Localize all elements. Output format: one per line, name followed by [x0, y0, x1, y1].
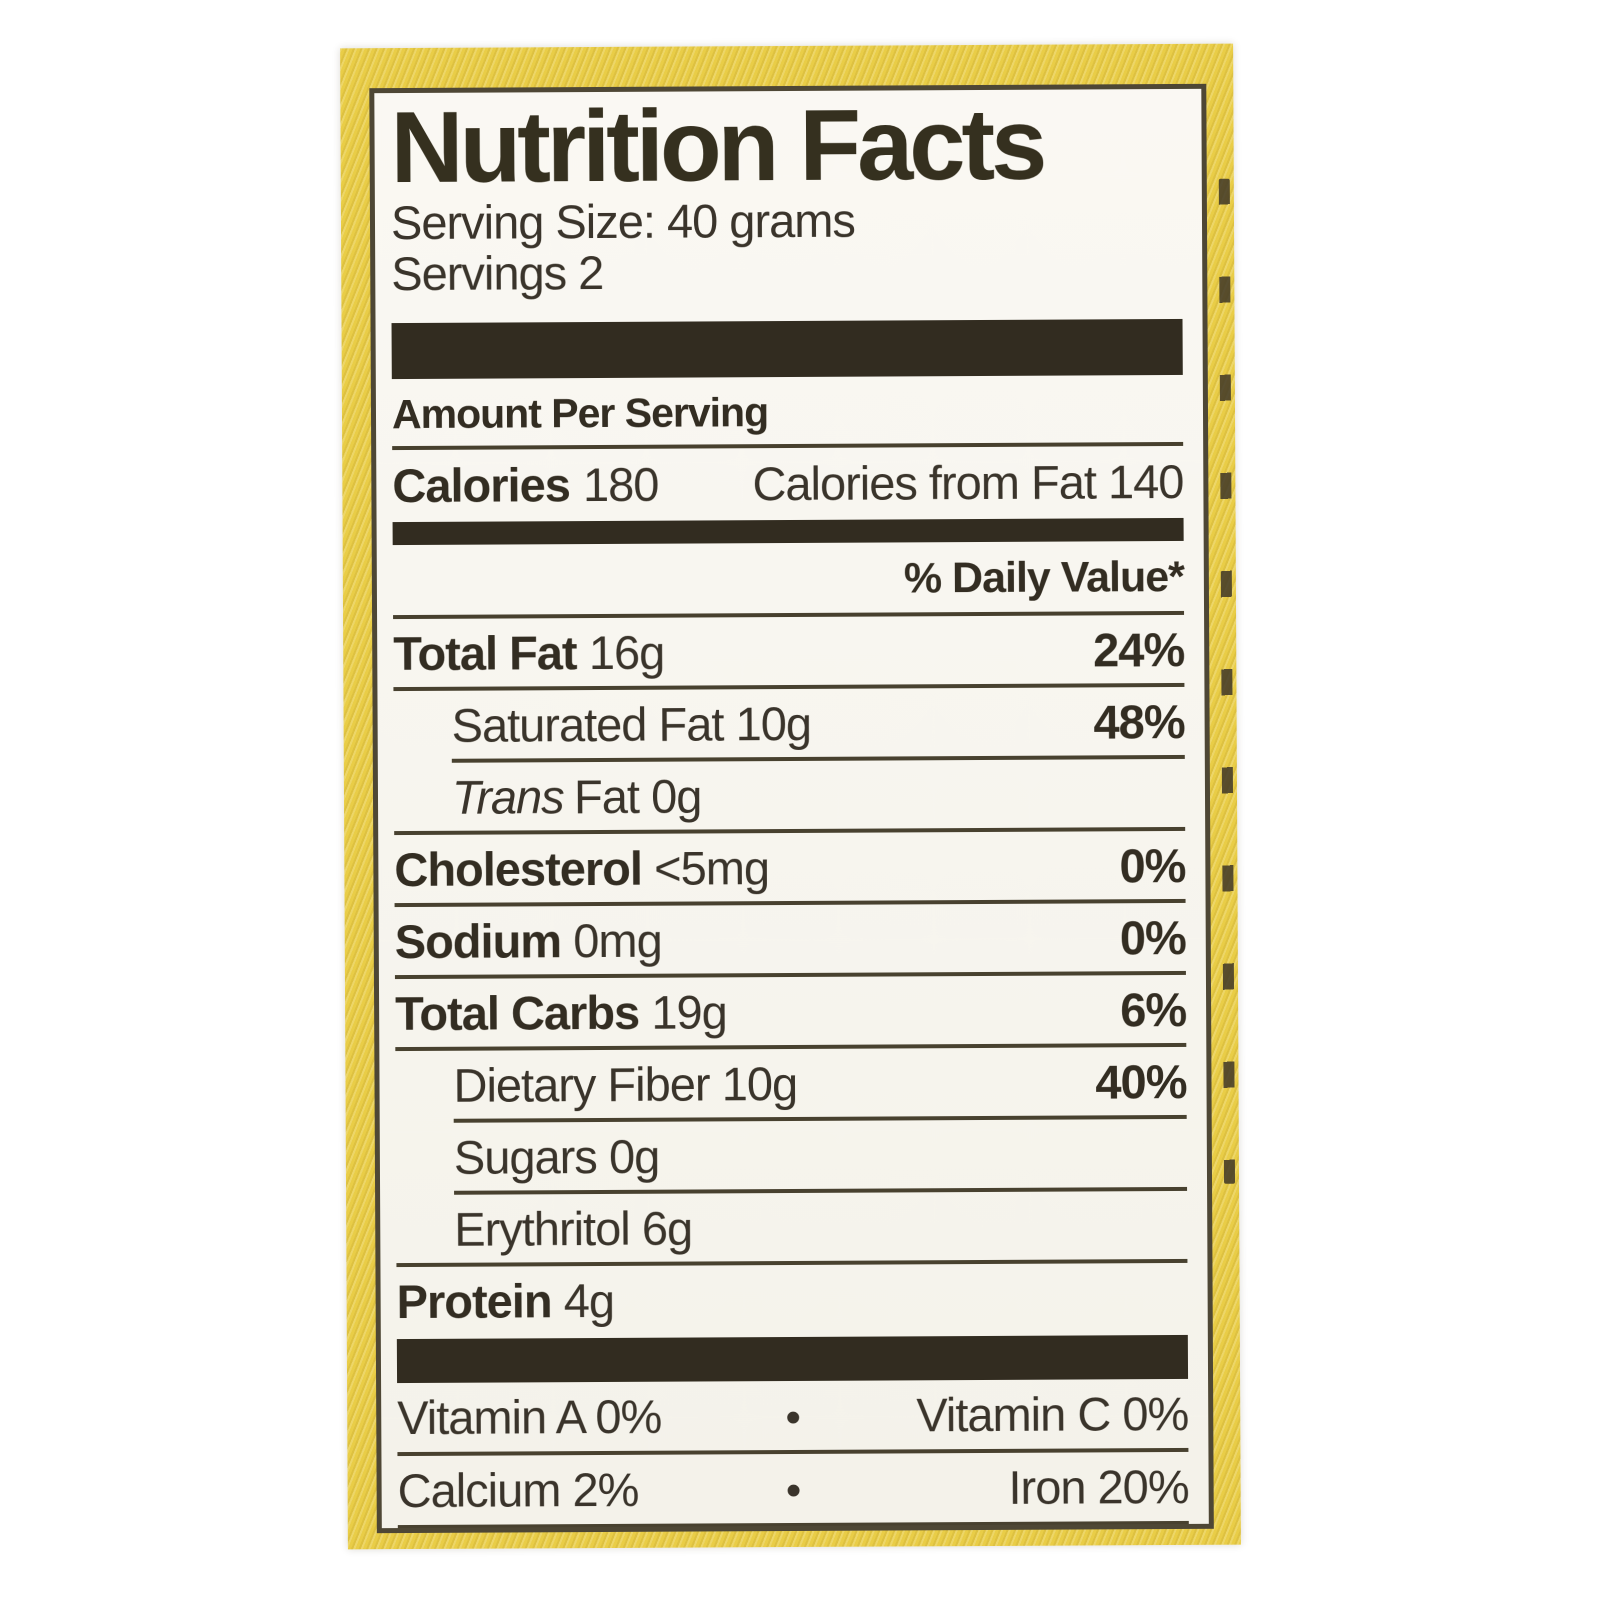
nutrient-name: Dietary Fiber	[453, 1057, 710, 1113]
nutrient-row-trans-fat: Trans Fat 0g	[394, 759, 1185, 831]
nutrient-row-cholesterol: Cholesterol <5mg 0%	[394, 831, 1185, 903]
clipped-print-fragments	[1218, 178, 1236, 1184]
thick-separator-bar	[396, 1335, 1189, 1384]
calories-from-fat: Calories from Fat 140	[752, 455, 1184, 511]
nutrient-row-total-fat: Total Fat 16g 24%	[393, 615, 1184, 687]
vitamin-c-value: Vitamin C 0%	[916, 1387, 1189, 1442]
nutrient-name-italic: Trans	[451, 770, 564, 825]
nutrient-row-sodium: Sodium 0mg 0%	[395, 903, 1186, 975]
nutrient-daily-value: 40%	[1095, 1055, 1187, 1109]
nutrient-amount: 0g	[650, 769, 702, 824]
nutrient-name: Fat	[573, 770, 640, 824]
nutrient-name: Saturated Fat	[451, 697, 724, 753]
nutrient-daily-value: 0%	[1119, 839, 1186, 893]
nutrient-amount: 0g	[608, 1130, 660, 1184]
calories-value: 180	[582, 458, 659, 512]
nutrient-amount: 16g	[588, 626, 665, 680]
nutrient-amount: 10g	[735, 697, 812, 751]
daily-value-header: % Daily Value*	[392, 541, 1185, 620]
nutrient-name: Protein	[396, 1274, 552, 1329]
nutrient-row-total-carbs: Total Carbs 19g 6%	[395, 975, 1186, 1047]
bullet-separator: •	[785, 1466, 801, 1516]
nutrient-name: Sugars	[453, 1130, 597, 1185]
thick-separator-bar	[391, 319, 1183, 380]
nutrient-amount: 19g	[651, 985, 727, 1040]
nutrient-row-saturated-fat: Saturated Fat 10g 48%	[393, 687, 1184, 759]
serving-size: Serving Size: 40 grams	[390, 193, 856, 250]
nutrient-name: Total Fat	[393, 626, 577, 681]
nutrient-name: Cholesterol	[394, 842, 643, 897]
nutrient-daily-value: 24%	[1093, 623, 1185, 677]
calcium-value: Calcium 2%	[397, 1463, 639, 1518]
nutrition-panel: Nutrition Facts Serving Size: 40 grams S…	[369, 83, 1214, 1534]
nutrient-amount: 6g	[641, 1201, 693, 1256]
micronutrient-row-minerals: Calcium 2% • Iron 20%	[397, 1452, 1188, 1525]
nutrition-label: Nutrition Facts Serving Size: 40 grams S…	[340, 43, 1241, 1550]
nutrition-facts-title: Nutrition Facts	[390, 88, 1044, 205]
nutrient-name: Total Carbs	[394, 986, 640, 1041]
nutrient-daily-value: 6%	[1120, 983, 1187, 1037]
calories-label: Calories	[392, 458, 570, 513]
servings-count: Servings 2	[391, 245, 604, 300]
nutrient-name: Sodium	[394, 914, 562, 969]
nutrient-daily-value: 0%	[1119, 911, 1186, 965]
nutrient-amount: 10g	[721, 1057, 798, 1111]
micronutrient-row-vitamins: Vitamin A 0% • Vitamin C 0%	[397, 1379, 1188, 1452]
nutrient-row-protein: Protein 4g	[396, 1263, 1187, 1335]
calories-row: Calories 180 Calories from Fat 140	[392, 446, 1183, 522]
bullet-separator: •	[785, 1393, 801, 1443]
iron-value: Iron 20%	[1008, 1460, 1189, 1515]
nutrient-amount: 4g	[563, 1274, 615, 1328]
amount-per-serving-heading: Amount Per Serving	[391, 387, 1184, 451]
vitamin-a-value: Vitamin A 0%	[397, 1390, 662, 1445]
nutrient-row-erythritol: Erythritol 6g	[396, 1191, 1187, 1263]
nutrient-name: Erythritol	[454, 1202, 630, 1257]
nutrient-amount: <5mg	[654, 841, 770, 896]
nutrient-row-dietary-fiber: Dietary Fiber 10g 40%	[395, 1047, 1186, 1119]
nutrient-amount: 0mg	[573, 914, 662, 968]
nutrient-row-sugars: Sugars 0g	[396, 1119, 1187, 1191]
nutrient-daily-value: 48%	[1093, 695, 1185, 749]
